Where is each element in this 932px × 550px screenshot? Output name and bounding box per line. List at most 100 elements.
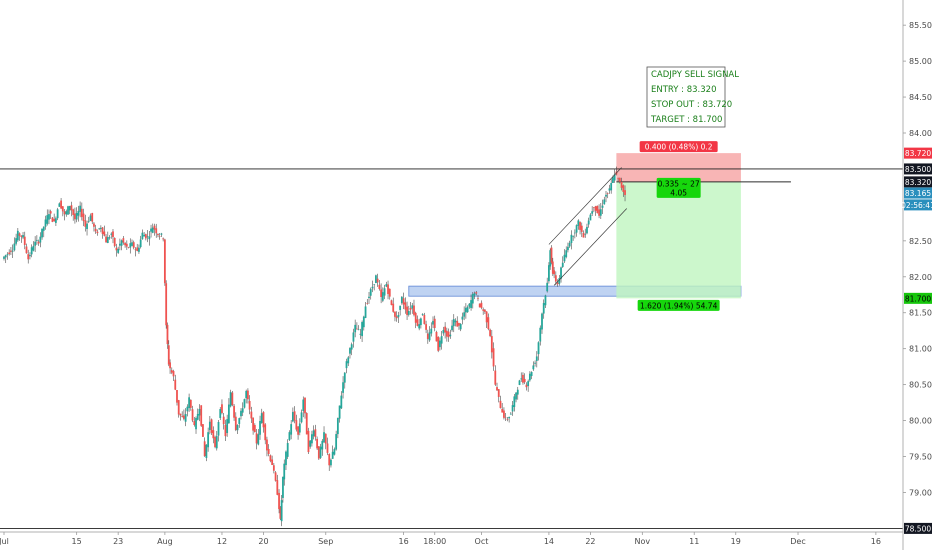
candle-body <box>350 344 353 350</box>
time-tick-label: 11 <box>689 537 699 546</box>
candle-body <box>331 451 334 459</box>
candle-body <box>295 420 298 430</box>
time-tick-label: 18:00 <box>423 537 446 546</box>
candle-body <box>594 206 597 211</box>
candle-body <box>240 410 242 417</box>
candle-body <box>243 399 246 408</box>
candle-body <box>195 417 197 430</box>
candle-body <box>520 378 523 380</box>
candle-body <box>392 303 395 312</box>
candle-body <box>577 220 580 226</box>
signal-line: ENTRY : 83.320 <box>651 85 717 95</box>
candle-body <box>532 365 535 370</box>
candle-body <box>618 177 621 182</box>
candle-body <box>612 177 614 183</box>
candle-body <box>464 307 467 313</box>
candle-body <box>94 228 97 232</box>
candle-body <box>68 206 71 211</box>
candle-body <box>77 210 80 216</box>
candle-body <box>122 238 125 243</box>
candle-body <box>163 239 166 284</box>
candle-body <box>433 318 436 328</box>
candle-body <box>586 226 588 234</box>
candle-body <box>439 340 441 348</box>
candle-body <box>144 234 147 239</box>
candle-body <box>290 424 293 435</box>
candle-body <box>336 418 339 435</box>
candle-body <box>482 309 485 311</box>
price-tick-label: 80.000 <box>909 417 932 426</box>
candle-body <box>473 293 476 296</box>
candle-body <box>25 246 28 254</box>
price-axis-badge <box>904 176 932 188</box>
candle-body <box>245 390 248 399</box>
candle-body <box>302 399 305 412</box>
candle-body <box>167 345 170 365</box>
candle-body <box>37 241 40 244</box>
candle-body <box>82 213 85 222</box>
candle-body <box>305 413 308 435</box>
candle-body <box>215 436 218 449</box>
candle-body <box>554 275 557 282</box>
candle-body <box>432 320 434 325</box>
candle-body <box>67 206 69 215</box>
price-tick-label: 82.500 <box>909 237 932 246</box>
candle-body <box>468 303 471 307</box>
candle-body <box>11 250 14 252</box>
candle-body <box>160 233 163 235</box>
candle-body <box>421 313 424 315</box>
candle-body <box>317 446 320 459</box>
candle-body <box>39 236 42 243</box>
candle-body <box>407 311 410 315</box>
candle-body <box>30 247 33 255</box>
candle-body <box>80 208 83 217</box>
candle-body <box>447 331 450 338</box>
target-badge: 1.620 (1.94%) 54.74 <box>637 299 720 311</box>
candle-body <box>181 416 184 418</box>
horizontal-levels-layer <box>0 168 903 529</box>
price-tick-label: 80.500 <box>909 381 932 390</box>
candle-body <box>241 408 244 413</box>
price-tick-label: 84.500 <box>909 93 932 102</box>
candle-body <box>603 199 606 205</box>
time-tick-label: Aug <box>157 537 173 546</box>
candle-body <box>74 213 76 220</box>
candle-body <box>119 243 121 246</box>
candles-layer <box>3 166 626 527</box>
candle-body <box>601 205 604 208</box>
candle-body <box>413 305 415 315</box>
candle-body <box>494 370 497 385</box>
candle-body <box>461 316 464 320</box>
candle-body <box>335 434 338 450</box>
candle-body <box>565 250 568 258</box>
candle-body <box>42 226 45 231</box>
price-tick-label: 85.000 <box>909 57 932 66</box>
candle-body <box>598 209 600 216</box>
channel-lower-line[interactable] <box>553 208 628 286</box>
candle-body <box>48 214 50 220</box>
price-tick-label: 79.500 <box>909 453 932 462</box>
candle-body <box>539 327 542 342</box>
candle-body <box>452 319 455 327</box>
candle-body <box>183 415 185 419</box>
candle-body <box>428 332 431 341</box>
candle-body <box>357 329 360 331</box>
signal-line: CADJPY SELL SIGNAL <box>651 70 739 80</box>
candle-body <box>72 209 75 215</box>
time-tick-label: 22 <box>585 537 595 546</box>
candle-body <box>172 371 175 377</box>
price-axis-badge <box>904 147 932 159</box>
time-axis[interactable]: Jul 15 23 Aug 12 20 Sep 16 18:00 Oct 14 22 Nov 11 19 De… <box>0 532 881 546</box>
candle-body <box>148 236 151 240</box>
channel-upper-line[interactable] <box>548 167 622 245</box>
candle-body <box>207 432 210 448</box>
candle-body <box>233 405 235 418</box>
candle-body <box>153 225 156 230</box>
candle-body <box>229 392 232 407</box>
candle-body <box>311 434 313 444</box>
candle-body <box>589 214 592 221</box>
signal-line: STOP OUT : 83.720 <box>651 100 732 110</box>
candle-body <box>534 362 536 364</box>
candle-body <box>321 440 324 450</box>
